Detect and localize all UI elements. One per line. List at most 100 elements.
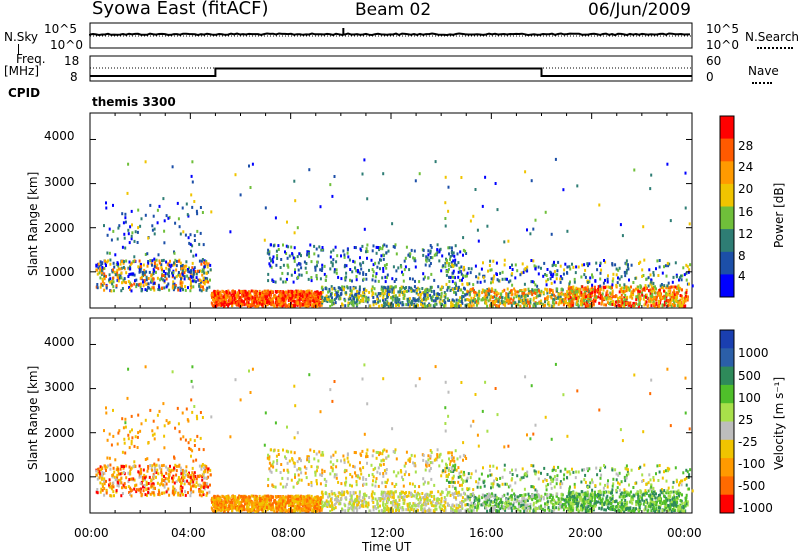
- power-data-cell: [242, 303, 245, 307]
- power-data-cell: [559, 297, 562, 301]
- power-data-cell: [267, 300, 270, 304]
- velocity-data-cell: [649, 497, 652, 501]
- power-data-cell: [586, 288, 589, 291]
- power-data-cell: [522, 298, 525, 302]
- velocity-data-cell: [214, 507, 217, 511]
- velocity-data-cell: [625, 507, 628, 510]
- velocity-data-cell: [631, 501, 634, 505]
- power-data-cell: [580, 291, 583, 295]
- velocity-data-cell: [661, 502, 664, 505]
- velocity-data-cell: [623, 491, 626, 495]
- velocity-data-cell: [306, 498, 309, 502]
- power-data-cell: [621, 301, 624, 305]
- power-data-cell: [340, 292, 343, 296]
- velocity-data-cell: [365, 504, 367, 508]
- velocity-data-cell: [455, 506, 458, 510]
- power-data-cell: [383, 292, 386, 296]
- velocity-data-cell: [461, 496, 464, 500]
- power-data-cell: [139, 282, 142, 286]
- power-data-cell: [256, 292, 259, 296]
- velocity-data-cell: [277, 502, 280, 506]
- velocity-data-cell: [384, 503, 387, 507]
- velocity-data-cell: [510, 495, 513, 499]
- velocity-data-cell: [410, 491, 412, 495]
- power-data-cell: [333, 286, 336, 290]
- power-data-cell: [606, 296, 609, 300]
- power-data-cell: [534, 304, 537, 308]
- velocity-data-cell: [669, 491, 672, 495]
- velocity-data-cell: [265, 502, 268, 506]
- power-data-cell: [548, 291, 551, 294]
- power-data-cell: [534, 292, 537, 295]
- velocity-data-cell: [503, 507, 506, 510]
- velocity-data-cell: [520, 504, 523, 508]
- power-data-cell: [402, 296, 405, 300]
- velocity-data-cell: [424, 509, 427, 513]
- power-data-cell: [232, 292, 235, 296]
- velocity-data-cell: [680, 509, 683, 513]
- power-data-cell: [553, 302, 556, 306]
- velocity-data-cell: [275, 502, 278, 506]
- power-data-cell: [467, 298, 470, 302]
- velocity-data-cell: [331, 508, 334, 512]
- power-data-cell: [256, 304, 259, 308]
- velocity-data-cell: [643, 499, 646, 503]
- power-data-cell: [546, 291, 549, 295]
- power-data-cell: [306, 293, 309, 297]
- power-data-cell: [425, 297, 428, 301]
- top-right-tick-lo: 10^0: [706, 38, 739, 52]
- power-data-cell: [226, 293, 229, 297]
- velocity-data-cell: [290, 509, 293, 513]
- velocity-data-cell: [329, 509, 332, 513]
- power-data-cell: [651, 295, 654, 298]
- power-data-cell: [513, 287, 516, 291]
- velocity-data-cell: [656, 509, 659, 513]
- power-data-cell: [665, 301, 668, 305]
- cpid-value: themis 3300: [92, 95, 176, 109]
- power-data-cell: [374, 292, 377, 296]
- power-data-cell: [384, 298, 387, 302]
- power-data-cell: [238, 300, 241, 304]
- power-data-cell: [572, 286, 575, 290]
- velocity-data-cell: [560, 493, 563, 496]
- power-data-cell: [623, 298, 626, 301]
- velocity-data-cell: [575, 491, 578, 495]
- velocity-data-cell: [351, 503, 354, 507]
- velocity-data-cell: [326, 502, 329, 506]
- velocity-data-cell: [216, 501, 218, 505]
- velocity-data-cell: [485, 506, 488, 510]
- velocity-data-cell: [238, 501, 241, 504]
- power-data-cell: [571, 303, 574, 307]
- velocity-data-cell: [247, 506, 250, 510]
- velocity-data-cell: [314, 509, 316, 513]
- velocity-data-cell: [487, 504, 490, 508]
- power-data-cell: [682, 301, 685, 305]
- velocity-data-cell: [376, 499, 379, 503]
- velocity-data-cell: [641, 493, 644, 497]
- power-data-cell: [587, 300, 590, 303]
- power-data-cell: [287, 299, 290, 302]
- power-data-cell: [658, 301, 660, 305]
- power-data-cell: [509, 297, 512, 301]
- power-data-cell: [460, 288, 463, 292]
- power-data-cell: [368, 291, 371, 294]
- velocity-data-cell: [350, 497, 353, 501]
- power-data-cell: [440, 285, 443, 289]
- power-data-cell: [236, 293, 239, 297]
- velocity-data-cell: [266, 497, 269, 501]
- power-data-cell: [277, 297, 280, 301]
- velocity-data-cell: [237, 507, 240, 511]
- velocity-data-cell: [284, 505, 287, 509]
- power-data-cell: [636, 287, 639, 291]
- velocity-data-cell: [228, 501, 231, 505]
- power-data-cell: [495, 297, 498, 300]
- power-data-cell: [676, 292, 678, 295]
- power-data-cell: [510, 290, 513, 294]
- velocity-data-cell: [356, 494, 359, 498]
- power-data-cell: [507, 292, 510, 296]
- velocity-data-cell: [439, 507, 442, 511]
- velocity-data-cell: [651, 492, 654, 496]
- power-data-cell: [219, 296, 221, 300]
- velocity-data-cell: [378, 509, 381, 513]
- power-data-cell: [238, 291, 241, 295]
